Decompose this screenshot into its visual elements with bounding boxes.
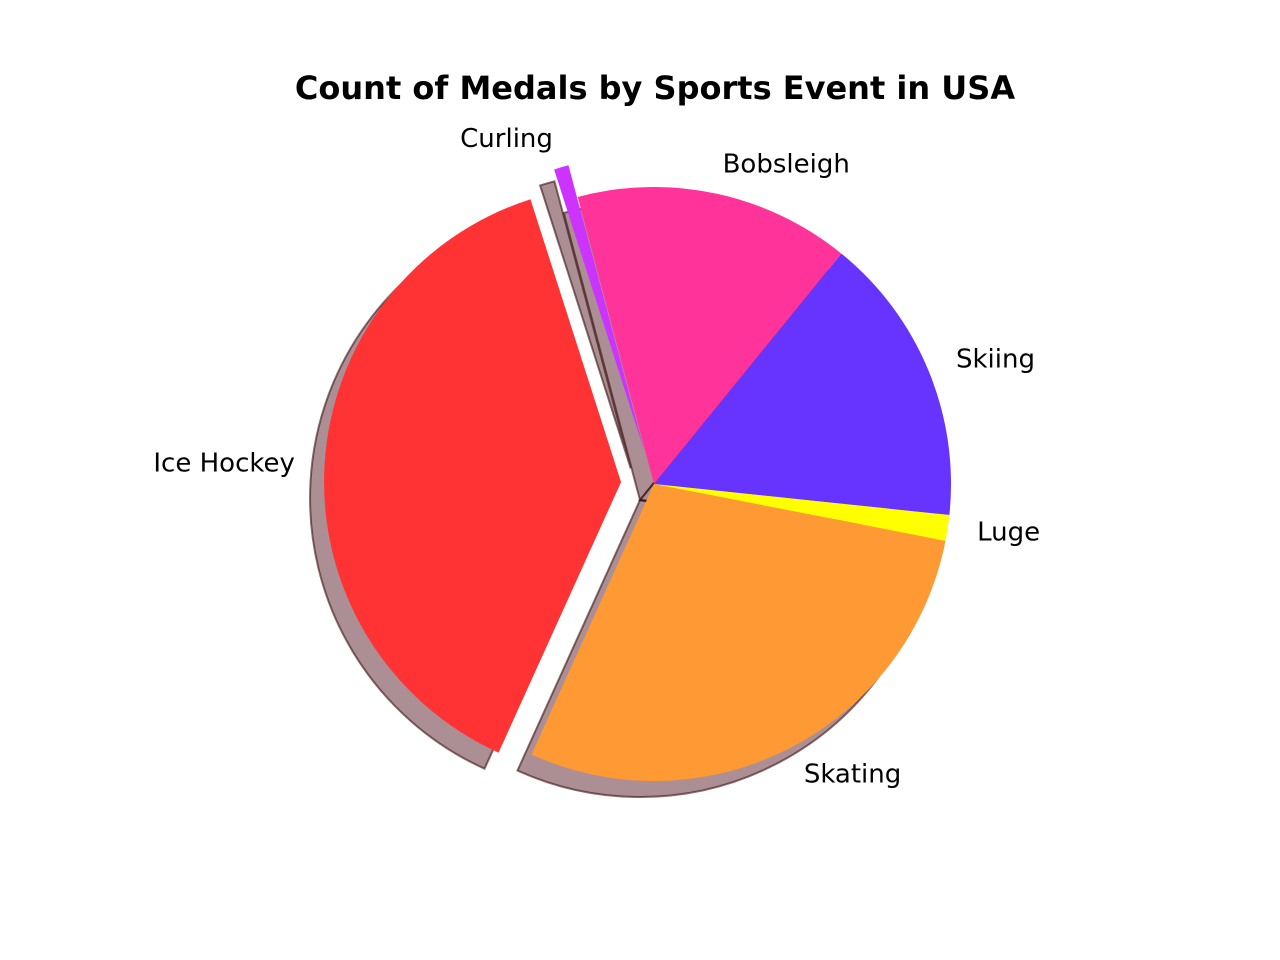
slice-label-bobsleigh: Bobsleigh bbox=[723, 150, 850, 180]
slice-skiing bbox=[654, 253, 951, 516]
slice-labels: Skiing Bobsleigh Curling Ice Hockey Skating L… bbox=[153, 124, 1040, 790]
slice-curling bbox=[554, 165, 645, 453]
slice-label-skating: Skating bbox=[804, 759, 901, 789]
slice-luge bbox=[654, 484, 950, 541]
slice-label-luge: Luge bbox=[977, 517, 1040, 547]
slice-label-skiing: Skiing bbox=[956, 344, 1035, 374]
slice-shadow-curling bbox=[538, 180, 632, 469]
slice-label-curling: Curling bbox=[460, 124, 553, 154]
slice-ice-hockey bbox=[324, 199, 622, 753]
slice-skating bbox=[531, 484, 946, 781]
slice-label-ice-hockey: Ice Hockey bbox=[153, 448, 295, 478]
slice-bobsleigh bbox=[577, 187, 842, 484]
pie-slices bbox=[324, 165, 951, 781]
chart-title: Count of Medals by Sports Event in USA bbox=[295, 69, 1015, 107]
